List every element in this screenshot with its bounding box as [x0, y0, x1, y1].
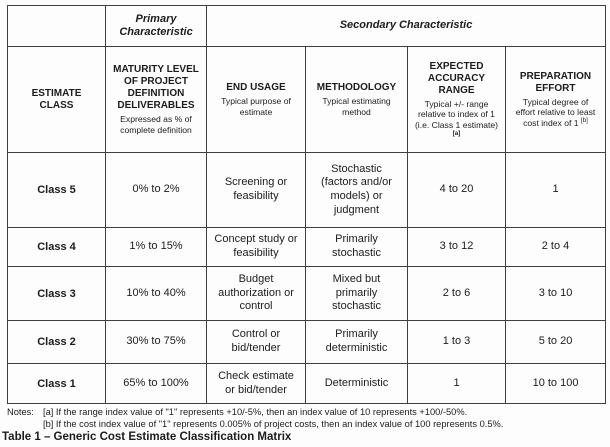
cell-methodology: Primarily deterministic — [305, 320, 408, 364]
table-row-class4: Class 4 1% to 15% Concept study or feasi… — [7, 227, 607, 267]
cell-methodology: Deterministic — [305, 363, 408, 404]
cell-accuracy: 4 to 20 — [407, 152, 506, 228]
header-cell-preparation-effort: PREPARATION EFFORT Typical degree of eff… — [504, 46, 607, 153]
col-subtitle: Typical +/- range relative to index of 1… — [414, 98, 499, 130]
cell-accuracy: 1 to 3 — [407, 320, 506, 364]
primary-characteristic-header: Primary Characteristic — [105, 5, 207, 47]
cell-maturity: 65% to 100% — [105, 363, 207, 404]
column-header-row: ESTIMATE CLASS MATURITY LEVEL OF PROJECT… — [7, 46, 607, 153]
col-title: ESTIMATE CLASS — [31, 87, 82, 111]
secondary-characteristic-header: Secondary Characteristic — [205, 5, 607, 47]
cell-end-usage: Control or bid/tender — [206, 320, 306, 364]
col-title: PREPARATION EFFORT — [519, 70, 592, 94]
header-cell-methodology: METHODOLOGY Typical estimating method — [305, 46, 408, 153]
cell-effort: 3 to 10 — [504, 266, 607, 321]
cell-end-usage: Concept study or feasibility — [206, 227, 306, 267]
cell-accuracy: 2 to 6 — [407, 266, 506, 321]
note-a: [a] If the range index value of "1" repr… — [43, 407, 468, 417]
table-row-class3: Class 3 10% to 40% Budget authorization … — [7, 266, 607, 321]
notes-items: [a] If the range index value of "1" repr… — [43, 406, 605, 430]
col-title: END USAGE — [226, 82, 286, 94]
cell-effort: 10 to 100 — [504, 363, 607, 404]
notes-label: Notes: — [7, 407, 34, 417]
cell-maturity: 30% to 75% — [105, 320, 207, 364]
header-cell-end-usage: END USAGE Typical purpose of estimate — [206, 46, 306, 153]
header-cell-estimate-class: ESTIMATE CLASS — [7, 46, 106, 153]
classification-matrix-table: Primary Characteristic Secondary Charact… — [7, 5, 607, 404]
cell-class: Class 3 — [7, 266, 106, 321]
footnote-ref-b: [b] — [580, 116, 588, 124]
cell-maturity: 0% to 2% — [105, 152, 207, 228]
table-row-class1: Class 1 65% to 100% Check estimate or bi… — [7, 363, 607, 404]
footnote-ref-a: [a] — [452, 130, 461, 138]
col-subtitle: Typical purpose of estimate — [221, 96, 291, 117]
header-cell-maturity-level: MATURITY LEVEL OF PROJECT DEFINITION DEL… — [105, 46, 207, 153]
cell-class: Class 1 — [7, 363, 106, 404]
cell-maturity: 10% to 40% — [105, 266, 207, 321]
cell-class: Class 2 — [7, 320, 106, 364]
characteristic-header-row: Primary Characteristic Secondary Charact… — [7, 5, 607, 47]
table-caption: Table 1 – Generic Cost Estimate Classifi… — [2, 431, 292, 443]
cell-effort: 5 to 20 — [504, 320, 607, 364]
col-title: MATURITY LEVEL OF PROJECT DEFINITION DEL… — [113, 64, 199, 112]
col-subtitle: Typical estimating method — [322, 96, 391, 117]
cell-end-usage: Check estimate or bid/tender — [206, 363, 306, 404]
col-subtitle: Expressed as % of complete definition — [120, 114, 192, 135]
cell-effort: 1 — [504, 152, 607, 228]
cell-methodology: Primarily stochastic — [305, 227, 408, 267]
col-title: EXPECTED ACCURACY RANGE — [427, 60, 486, 96]
cell-end-usage: Screening or feasibility — [206, 152, 306, 228]
cell-class: Class 5 — [7, 152, 106, 228]
header-cell-expected-accuracy-range: EXPECTED ACCURACY RANGE Typical +/- rang… — [407, 46, 506, 153]
table-row-class5: Class 5 0% to 2% Screening or feasibilit… — [7, 152, 607, 228]
cell-accuracy: 1 — [407, 363, 506, 404]
table-row-class2: Class 2 30% to 75% Control or bid/tender… — [7, 320, 607, 364]
cell-effort: 2 to 4 — [504, 227, 607, 267]
cell-methodology: Mixed but primarily stochastic — [305, 266, 408, 321]
cell-maturity: 1% to 15% — [105, 227, 207, 267]
col-title: METHODOLOGY — [316, 82, 397, 94]
cell-class: Class 4 — [7, 227, 106, 267]
col-subtitle: Typical degree of effort relative to lea… — [512, 97, 599, 128]
note-b: [b] If the cost index value of "1" repre… — [43, 419, 504, 430]
col-subtitle-text: Typical degree of effort relative to lea… — [515, 96, 596, 128]
notes-block: Notes: [a] If the range index value of "… — [7, 406, 605, 430]
cell-end-usage: Budget authorization or control — [206, 266, 306, 321]
blank-corner-cell — [7, 5, 106, 47]
cell-accuracy: 3 to 12 — [407, 227, 506, 267]
cell-methodology: Stochastic (factors and/or models) or ju… — [305, 152, 408, 228]
